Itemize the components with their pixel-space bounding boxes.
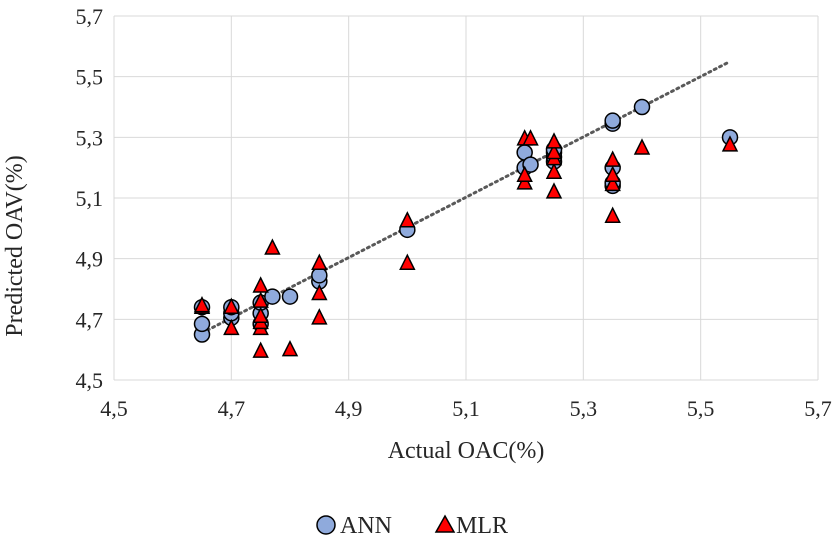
ann-point [193,315,211,333]
y-tick-label: 5,3 [76,125,104,150]
ann-point [311,267,328,284]
ann-point [522,156,539,173]
mlr-point [545,162,563,179]
x-tick-label: 4,5 [100,396,128,421]
x-tick-label: 4,7 [218,396,246,421]
mlr-point [633,138,651,155]
mlr-point [604,174,621,192]
x-tick-label: 5,1 [452,396,480,421]
legend: ANN MLR [316,513,508,539]
mlr-point [545,182,563,199]
mlr-point [281,339,299,357]
mlr-point [311,253,328,270]
mlr-point [252,276,269,293]
x-tick-label: 5,5 [687,396,715,421]
mlr-point [545,142,563,160]
y-tick-label: 4,7 [76,307,104,332]
mlr-point [516,165,533,182]
mlr-point [252,306,269,324]
mlr-point [604,150,621,167]
mlr-point [604,165,621,182]
y-tick-label: 5,5 [76,65,104,90]
y-tick-label: 4,9 [76,247,104,272]
mlr-series [193,129,739,358]
mlr-point [193,296,211,313]
legend-mlr-marker [434,514,456,533]
x-tick-label: 5,7 [804,396,832,421]
ann-point [604,112,621,129]
y-axis-title: Predicted OAV(%) [2,155,28,337]
x-tick-label: 5,3 [570,396,598,421]
legend-ann-label: ANN [340,513,392,539]
ann-point [264,288,281,305]
mlr-point [721,135,739,152]
mlr-point [522,129,539,146]
x-axis-title: Actual OAC(%) [388,438,545,464]
legend-mlr-label: MLR [456,513,508,539]
mlr-point [223,318,240,336]
mlr-point [604,206,621,223]
x-tick-label: 4,9 [335,396,363,421]
ann-point [281,288,299,305]
mlr-point [223,297,240,314]
mlr-point [311,283,328,301]
x-tick-labels: 4,5 4,7 4,9 5,1 5,3 5,5 5,7 [100,396,832,421]
mlr-point [399,211,416,228]
mlr-point [264,238,281,255]
ann-point [633,98,651,116]
y-tick-labels: 4,5 4,7 4,9 5,1 5,3 5,5 5,7 [76,4,104,393]
y-tick-label: 4,5 [76,368,104,393]
legend-ann-marker [316,515,336,535]
y-tick-label: 5,1 [76,186,104,211]
mlr-point [252,341,269,358]
mlr-point [252,291,269,308]
mlr-point [399,253,416,270]
y-tick-label: 5,7 [76,4,104,29]
mlr-point [311,308,328,325]
mlr-point [545,132,563,149]
